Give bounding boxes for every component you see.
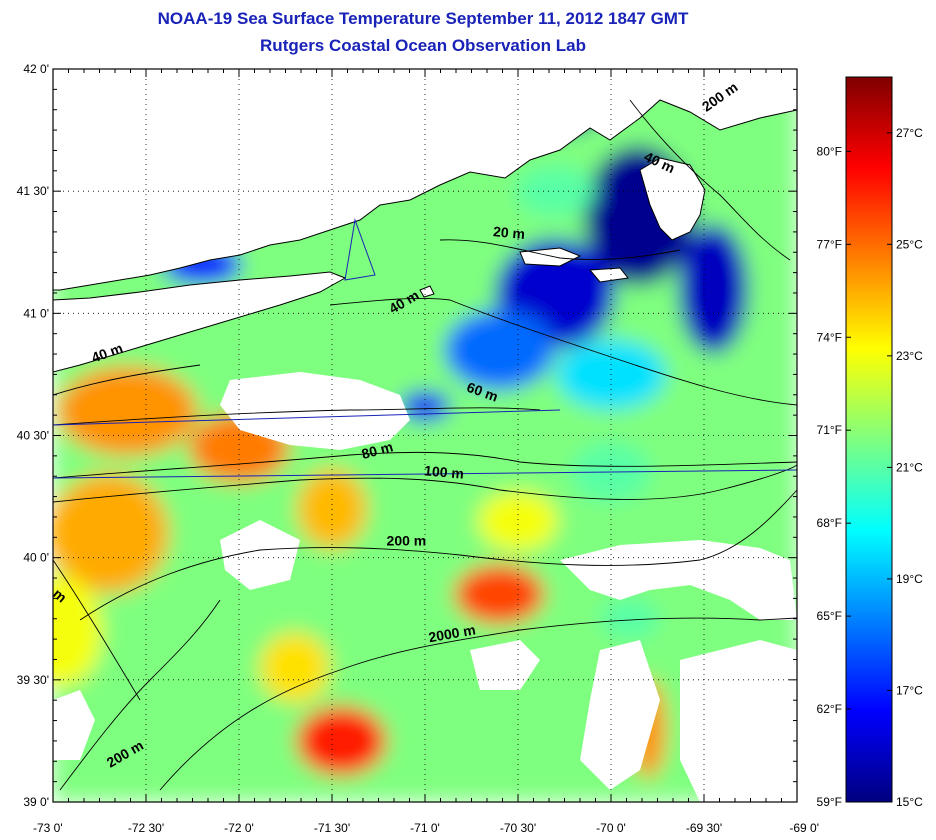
lon-label: -73 0' [33, 821, 63, 835]
colorbar-label-c: 15°C [896, 795, 923, 809]
lon-label: -70 0' [596, 821, 626, 835]
contour-deep-sw [53, 559, 141, 701]
map-subtitle: Rutgers Coastal Ocean Observation Lab [260, 36, 586, 55]
contour-200m [79, 489, 797, 621]
colorbar-label-f: 77°F [817, 237, 842, 251]
colorbar-label-f: 71°F [817, 423, 842, 437]
colorbar-ramp [845, 76, 893, 803]
contour-200m-sw [59, 599, 221, 791]
depth-label: 20 m [493, 223, 526, 242]
lat-label: 39 30' [17, 673, 49, 687]
colorbar-celsius-labels: 27°C 25°C 23°C 21°C 19°C 17°C 15°C [896, 126, 923, 809]
sst-patch [678, 223, 749, 354]
colorbar-ticks [846, 132, 892, 803]
colorbar-label-f: 68°F [817, 516, 842, 530]
lat-label: 41 0' [23, 306, 49, 320]
long-island [53, 271, 347, 373]
sst-patch [53, 473, 169, 594]
depth-label: 200 m [387, 532, 427, 548]
lat-label: 40 30' [17, 429, 49, 443]
colorbar-label-c: 23°C [896, 349, 923, 363]
cape-cod [639, 157, 706, 241]
colorbar-label-f: 62°F [817, 702, 842, 716]
lat-label: 42 0' [23, 62, 49, 76]
sst-patch [259, 632, 330, 703]
colorbar-label-c: 21°C [896, 460, 923, 474]
lon-label: -71 0' [410, 821, 440, 835]
sst-patch [515, 166, 596, 217]
latitude-labels: 42 0' 41 30' 41 0' 40 30' 40 0' 39 30' 39 0' [17, 62, 49, 809]
map-title: NOAA-19 Sea Surface Temperature Septembe… [157, 9, 689, 28]
graticule [53, 69, 797, 802]
colorbar: 27°C 25°C 23°C 21°C 19°C 17°C 15°C 80°F 77°F 74°… [817, 76, 923, 809]
lon-label: -69 0' [789, 821, 819, 835]
sst-patch [454, 564, 545, 625]
axis-ticks [52, 68, 798, 803]
lat-label: 39 0' [23, 795, 49, 809]
depth-label: 80 m [360, 438, 395, 462]
lon-label: -72 0' [224, 821, 254, 835]
colorbar-label-f: 65°F [817, 609, 842, 623]
colorbar-label-f: 80°F [817, 144, 842, 158]
contour-40m-west [53, 364, 201, 396]
sst-patch [296, 705, 387, 776]
contour-2000m [159, 617, 797, 791]
bathymetry-contours [53, 99, 797, 791]
sst-patch [444, 309, 555, 390]
depth-label: 100 m [424, 462, 465, 481]
contour-40m-north [629, 99, 791, 261]
colorbar-label-c: 25°C [896, 237, 923, 251]
sst-patch [57, 366, 198, 457]
longitude-labels: -73 0' -72 30' -72 0' -71 30' -71 0' -70 30' -… [33, 821, 819, 835]
colorbar-label-c: 17°C [896, 683, 923, 697]
colorbar-label-f: 59°F [817, 795, 842, 809]
contour-20m [439, 239, 681, 261]
lon-label: -72 30' [128, 821, 164, 835]
lat-label: 40 0' [23, 551, 49, 565]
nantucket [588, 267, 629, 283]
contour-100m [53, 464, 797, 503]
colorbar-label-c: 19°C [896, 572, 923, 586]
colorbar-label-c: 27°C [896, 126, 923, 140]
lon-label: -70 30' [500, 821, 536, 835]
contour-40m-mid [329, 297, 797, 406]
sst-patch [478, 491, 558, 552]
sst-patch [53, 575, 103, 686]
contour-80m [53, 451, 797, 479]
colorbar-label-f: 74°F [817, 330, 842, 344]
lat-label: 41 30' [17, 184, 49, 198]
contour-60m [53, 407, 541, 426]
lon-label: -71 30' [314, 821, 350, 835]
lon-label: -69 30' [686, 821, 722, 835]
sst-patch [297, 468, 367, 549]
colorbar-fahrenheit-labels: 80°F 77°F 74°F 71°F 68°F 65°F 62°F 59°F [817, 144, 842, 809]
sst-patch [599, 598, 660, 639]
block-island [419, 285, 435, 298]
